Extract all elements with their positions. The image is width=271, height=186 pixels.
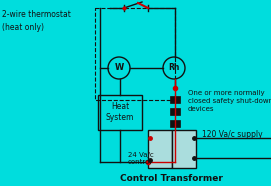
Text: W: W: [114, 63, 124, 73]
Text: Rh: Rh: [168, 63, 180, 73]
Bar: [172, 130, 196, 168]
Text: Control Transformer: Control Transformer: [120, 174, 222, 183]
Bar: [98, 95, 142, 130]
Text: Heat
System: Heat System: [106, 102, 134, 122]
Text: 2-wire thermostat
(heat only): 2-wire thermostat (heat only): [2, 10, 71, 31]
Text: 120 Va/c supply: 120 Va/c supply: [202, 130, 263, 139]
Bar: [148, 130, 172, 168]
Bar: [95, 8, 175, 100]
Bar: [170, 108, 180, 115]
Bar: [170, 120, 180, 127]
Bar: [170, 96, 180, 103]
Text: One or more normally
closed safety shut-down
devices: One or more normally closed safety shut-…: [188, 90, 271, 112]
Text: 24 Va/c
control: 24 Va/c control: [128, 152, 154, 166]
